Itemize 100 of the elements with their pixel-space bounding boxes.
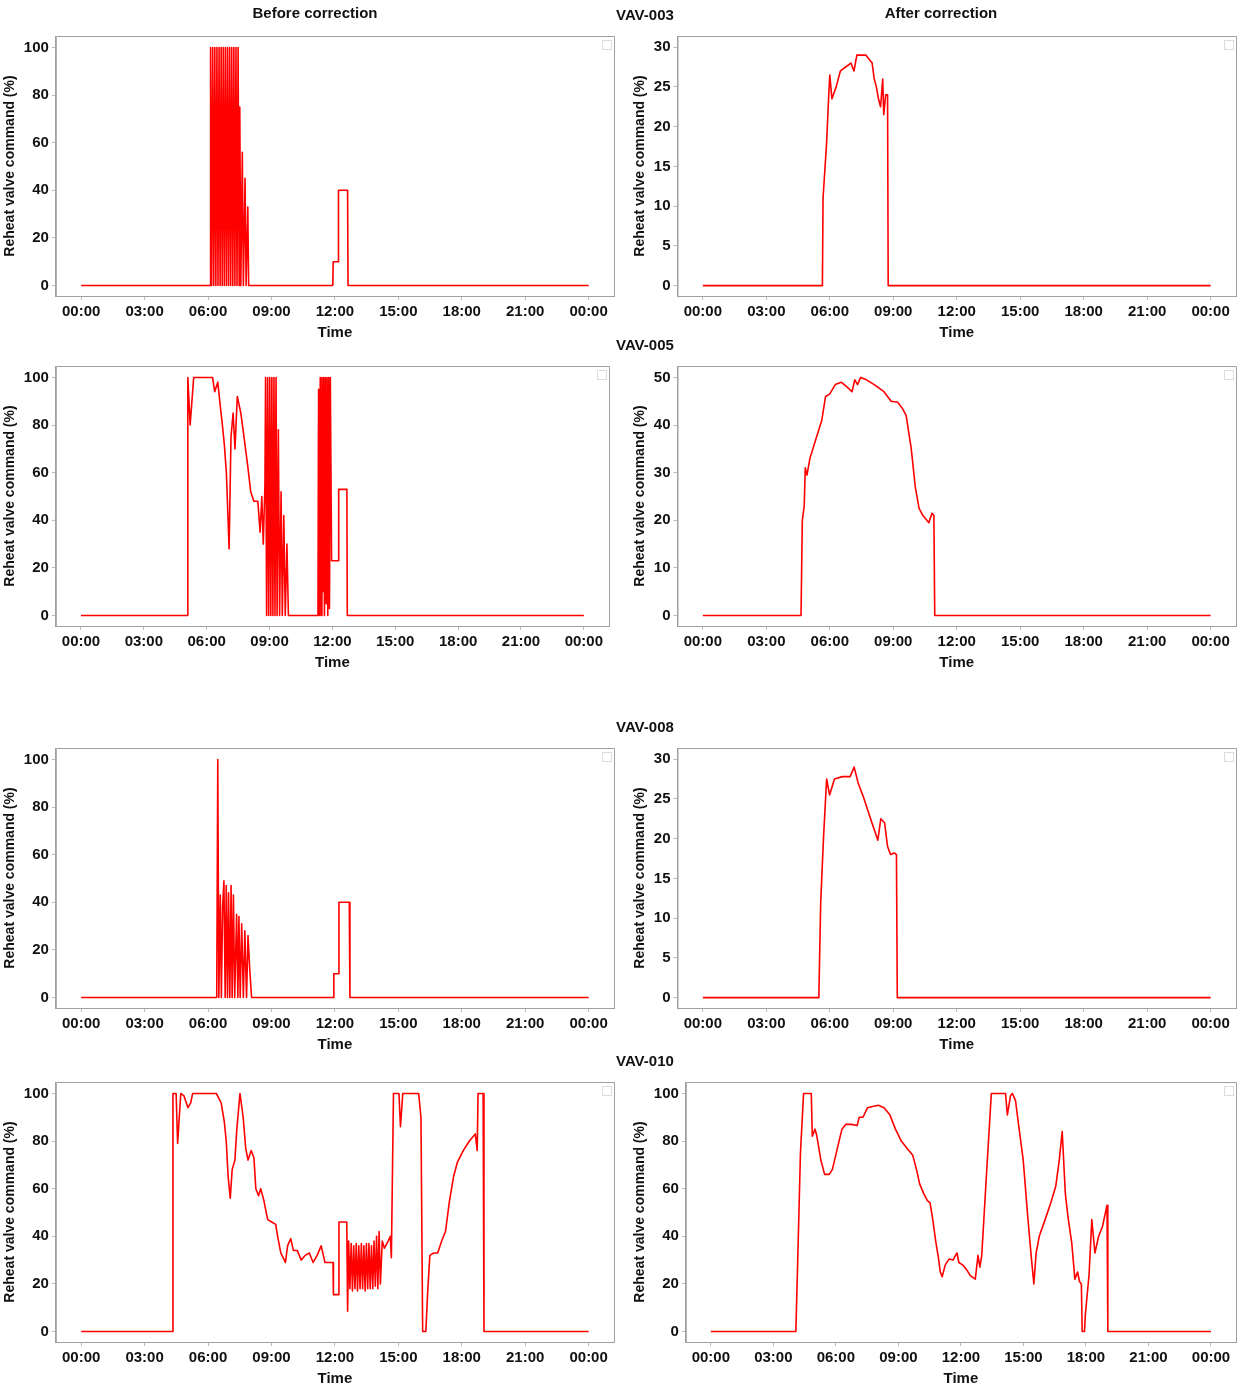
y-tick-label: 80 [32,1131,49,1149]
x-tick-label: 09:00 [250,632,289,650]
x-tick-label: 03:00 [747,1014,786,1032]
x-tick-label: 21:00 [506,302,545,320]
x-tick-label: 15:00 [379,302,418,320]
y-axis-title: Reheat valve command (%) [1,75,18,257]
x-tick-label: 00:00 [62,302,101,320]
y-tick-label: 15 [653,156,671,174]
x-tick-label: 03:00 [754,1348,793,1366]
text: VAV-010 [616,1052,674,1069]
y-tick-label: 30 [653,749,671,767]
y-tick-label: 0 [40,1321,49,1339]
x-tick-label: 03:00 [124,632,164,650]
y-tick-label: 20 [32,558,49,576]
x-tick-label: 06:00 [810,302,849,320]
y-tick-label: 40 [662,1226,679,1244]
y-tick-label: 20 [32,228,49,246]
x-tick-label: 00:00 [62,1348,101,1366]
x-tick-label: 15:00 [1001,1014,1040,1032]
y-tick-label: 0 [40,987,49,1005]
y-axis-title: Reheat valve command (%) [1,405,18,587]
x-tick-label: 06:00 [188,302,228,320]
y-tick-label: 60 [662,1178,679,1196]
x-tick-label: 00:00 [1191,1348,1231,1366]
y-axis-title: Reheat valve command (%) [631,787,648,969]
chart-title: After correction [884,4,998,21]
y-tick-label: 40 [32,1226,49,1244]
y-tick-label: 60 [32,844,49,862]
y-tick-label: 20 [653,510,671,528]
x-tick-label: 00:00 [1191,632,1230,650]
y-tick-label: 10 [653,558,671,576]
y-tick-label: 25 [653,789,671,807]
x-tick-label: 18:00 [1064,632,1103,650]
y-tick-label: 80 [32,85,49,103]
y-tick-label: 100 [23,37,49,55]
x-tick-label: 21:00 [501,632,541,650]
x-tick-label: 12:00 [937,632,976,650]
x-tick-label: 00:00 [62,1014,101,1032]
y-tick-label: 20 [32,940,49,958]
x-tick-label: 21:00 [1127,632,1167,650]
y-axis-title: Reheat valve command (%) [1,1121,18,1303]
y-tick-label: 0 [670,1321,679,1339]
y-axis-title: Reheat valve command (%) [631,1121,648,1303]
x-tick-label: 09:00 [879,1348,918,1366]
x-tick-label: 09:00 [874,632,913,650]
x-tick-label: 12:00 [937,1014,976,1032]
x-tick-label: 09:00 [252,302,291,320]
x-axis-title: Time [939,1035,975,1053]
x-tick-label: 12:00 [315,1348,355,1366]
text: VAV-003 [616,6,674,23]
y-tick-label: 0 [662,987,671,1005]
x-tick-label: 18:00 [1066,1348,1106,1366]
y-tick-label: 40 [653,415,671,433]
x-tick-label: 12:00 [315,302,355,320]
x-tick-label: 18:00 [438,632,478,650]
x-tick-label: 15:00 [1001,632,1040,650]
x-tick-label: 00:00 [569,302,608,320]
y-tick-label: 30 [653,37,671,55]
chart-title: Before correction [252,4,378,21]
y-tick-label: 40 [32,180,49,198]
x-tick-label: 06:00 [810,1014,849,1032]
y-axis-title: Reheat valve command (%) [1,787,18,969]
x-tick-label: 03:00 [125,1348,164,1366]
x-axis-title: Time [939,653,975,671]
x-tick-label: 06:00 [188,1014,228,1032]
y-tick-label: 40 [32,510,49,528]
x-tick-label: 18:00 [1064,302,1103,320]
x-tick-label: 21:00 [506,1348,545,1366]
y-tick-label: 10 [653,196,671,214]
x-tick-label: 06:00 [816,1348,856,1366]
y-tick-label: 20 [653,828,671,846]
x-axis-title: Time [939,323,975,341]
x-tick-label: 18:00 [442,302,481,320]
x-tick-label: 03:00 [747,632,786,650]
x-tick-label: 12:00 [313,632,352,650]
x-tick-label: 18:00 [1064,1014,1103,1032]
x-axis-title: Time [317,323,353,341]
x-tick-label: 15:00 [1004,1348,1043,1366]
x-tick-label: 18:00 [442,1348,481,1366]
x-tick-label: 15:00 [379,1348,418,1366]
x-tick-label: 00:00 [683,1014,723,1032]
x-tick-label: 09:00 [252,1348,291,1366]
x-tick-label: 12:00 [941,1348,981,1366]
x-tick-label: 09:00 [252,1014,291,1032]
x-tick-label: 18:00 [442,1014,481,1032]
y-tick-label: 40 [32,892,49,910]
x-tick-label: 00:00 [691,1348,731,1366]
y-tick-label: 5 [662,236,671,254]
y-tick-label: 0 [662,605,671,623]
x-tick-label: 21:00 [1127,302,1167,320]
x-tick-label: 21:00 [1127,1014,1167,1032]
x-tick-label: 09:00 [874,302,913,320]
x-tick-label: 06:00 [187,632,226,650]
y-tick-label: 5 [662,948,671,966]
x-axis-title: Time [317,1369,353,1387]
x-axis-title: Time [317,1035,353,1053]
x-tick-label: 03:00 [747,302,786,320]
y-tick-label: 60 [32,462,49,480]
y-tick-label: 100 [23,749,49,767]
x-tick-label: 21:00 [506,1014,545,1032]
